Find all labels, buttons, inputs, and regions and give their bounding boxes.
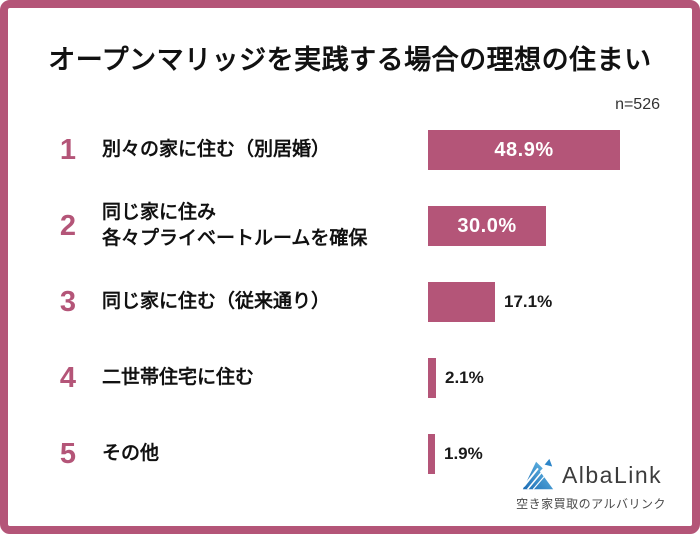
brand-name: AlbaLink — [561, 461, 663, 488]
ranking-row-1: 1 別々の家に住む（別居婚） 48.9% — [8, 112, 692, 188]
item-label: 二世帯住宅に住む — [102, 367, 255, 389]
ranking-row-2: 2 同じ家に住み 各々プライベートルームを確保 30.0% — [8, 188, 692, 264]
bar-value: 2.1% — [445, 368, 484, 387]
bar: 48.9% — [428, 130, 620, 170]
bar-value: 1.9% — [444, 444, 483, 463]
rank-number: 4 — [59, 361, 77, 394]
bar — [428, 358, 436, 398]
item-label: その他 — [102, 443, 160, 465]
item-label: 別々の家に住む（別居婚） — [102, 139, 331, 161]
bar-value: 17.1% — [504, 292, 553, 311]
mountain-logo-icon — [520, 457, 556, 493]
item-label: 同じ家に住み 各々プライベートルームを確保 — [102, 202, 368, 249]
rank-number: 2 — [59, 209, 77, 242]
bar — [428, 282, 495, 322]
brand-logo-top: AlbaLink — [520, 457, 662, 493]
bar-area: 48.9% — [428, 112, 692, 188]
ranking-list: 1 別々の家に住む（別居婚） 48.9% 2 同じ家に住み 各々プライベートルー… — [8, 112, 692, 492]
sample-size-label: n=526 — [615, 96, 660, 113]
bar: 30.0% — [428, 206, 546, 246]
bar-value: 48.9% — [494, 138, 554, 161]
item-label: 同じ家に住む（従来通り） — [102, 291, 331, 313]
bar-value: 30.0% — [457, 214, 517, 237]
bar-area: 30.0% — [428, 188, 692, 264]
rank-number: 1 — [59, 133, 77, 166]
ranking-row-3: 3 同じ家に住む（従来通り） 17.1% — [8, 264, 692, 340]
bar-area: 2.1% — [428, 340, 692, 416]
ranking-row-5: 5 その他 1.9% — [8, 416, 692, 492]
bar — [428, 434, 435, 474]
brand-tagline: 空き家買取のアルバリンク — [516, 497, 666, 511]
brand-logo: AlbaLink 空き家買取のアルバリンク — [516, 457, 666, 512]
bar-area: 17.1% — [428, 264, 692, 340]
bar-area: 1.9% — [428, 416, 692, 492]
rank-number: 5 — [59, 437, 77, 470]
ranking-row-4: 4 二世帯住宅に住む 2.1% — [8, 340, 692, 416]
rank-number: 3 — [59, 285, 77, 318]
chart-title: オープンマリッジを実践する場合の理想の住まい — [48, 45, 652, 75]
